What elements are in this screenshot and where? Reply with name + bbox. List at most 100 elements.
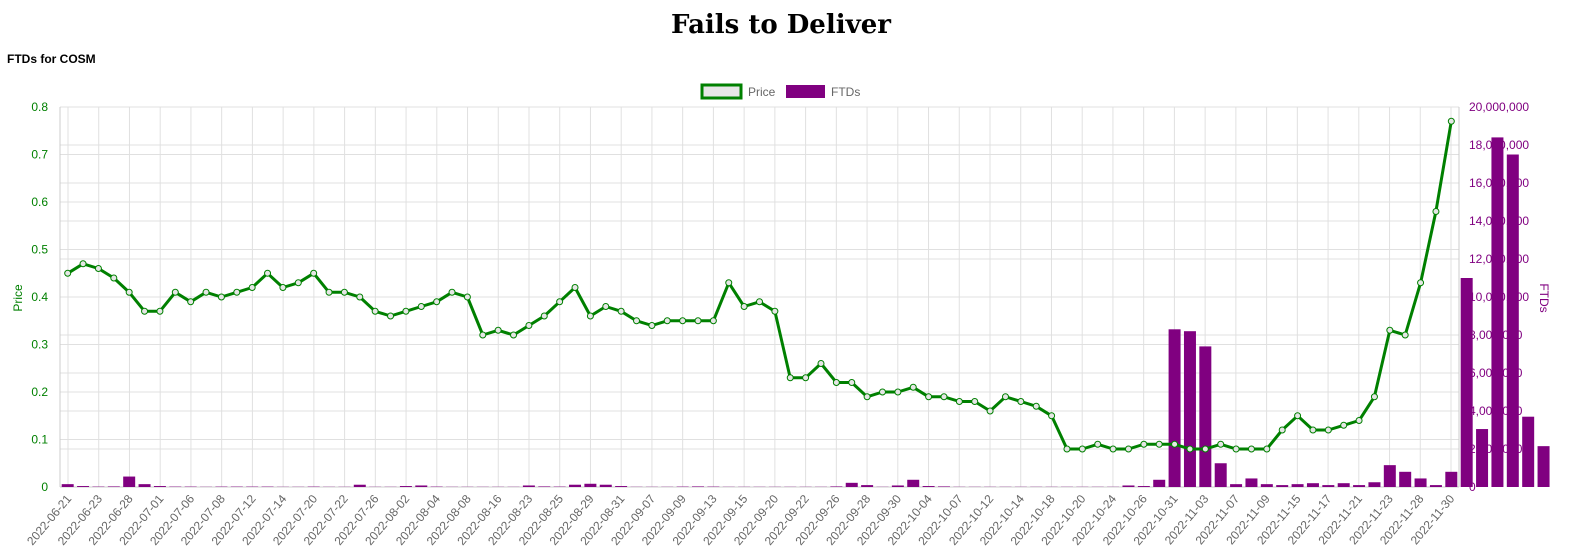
price-point: [878, 388, 886, 396]
price-point: [1140, 440, 1148, 448]
right-tick-label: 20,000,000: [1469, 100, 1529, 114]
price-point: [1417, 279, 1425, 287]
ftds-bar: [907, 479, 920, 487]
ftds-bar: [830, 486, 843, 487]
x-axis: 2022-06-212022-06-232022-06-282022-07-01…: [24, 492, 1457, 548]
ftds-bar: [538, 486, 551, 487]
price-point: [602, 303, 610, 310]
price-point: [817, 360, 825, 367]
ftds-bars: [61, 137, 1550, 487]
right-tick-label: 0: [1469, 480, 1476, 494]
ftds-bar: [1199, 346, 1212, 487]
chart-legend[interactable]: Price FTDs: [700, 83, 860, 100]
price-point: [1278, 426, 1286, 434]
ftds-bar: [1506, 154, 1519, 487]
price-point: [340, 288, 348, 296]
left-tick-label: 0.7: [31, 148, 48, 162]
price-point: [1155, 440, 1163, 448]
price-point: [248, 284, 256, 291]
ftds-bar: [1337, 483, 1350, 487]
price-point: [187, 298, 195, 306]
price-point: [1232, 445, 1240, 453]
price-point: [617, 307, 625, 315]
left-tick-label: 0.6: [31, 195, 48, 209]
price-point: [1001, 393, 1009, 401]
left-tick-label: 0.5: [31, 243, 48, 257]
price-point: [233, 288, 241, 296]
price-point: [633, 317, 641, 325]
ftds-bar: [399, 486, 412, 487]
price-point: [1032, 402, 1040, 410]
ftds-bar: [1306, 483, 1319, 487]
price-point: [1401, 331, 1409, 339]
ftds-bar: [1491, 137, 1504, 487]
price-point: [125, 288, 133, 296]
ftds-bar: [1122, 485, 1135, 487]
left-axis: 0 0.1 0.2 0.3 0.4 0.5 0.6 0.7 0.8: [31, 100, 48, 494]
ftds-bar: [1276, 485, 1289, 487]
right-tick-label: 4,000,000: [1469, 404, 1523, 418]
price-point: [586, 312, 594, 320]
price-point: [1294, 412, 1302, 420]
ftds-bar: [1322, 485, 1335, 487]
left-tick-label: 0.1: [31, 433, 48, 447]
price-point: [510, 331, 518, 339]
price-point: [1355, 417, 1363, 424]
price-point: [971, 398, 979, 405]
legend-price-label[interactable]: Price: [748, 85, 776, 99]
chart-subtitle: FTDs for COSM: [7, 52, 96, 66]
legend-price-swatch[interactable]: [700, 83, 743, 100]
price-point: [863, 393, 871, 401]
price-point: [79, 260, 87, 268]
price-point: [648, 322, 656, 329]
price-point: [141, 307, 149, 315]
price-point: [402, 307, 410, 315]
legend-ftds-label[interactable]: FTDs: [831, 85, 860, 99]
price-point: [540, 312, 548, 320]
price-point: [571, 284, 579, 291]
right-tick-label: 16,000,000: [1469, 176, 1529, 190]
price-point: [448, 288, 456, 296]
ftds-bar: [123, 476, 136, 487]
ftds-bar: [1291, 484, 1304, 487]
price-point: [1063, 445, 1071, 453]
ftds-bar: [615, 486, 628, 487]
price-point: [64, 269, 72, 277]
price-point: [694, 317, 702, 325]
ftds-bar: [861, 485, 874, 487]
price-point: [709, 317, 717, 325]
price-point: [725, 279, 733, 287]
price-point: [679, 317, 687, 325]
price-point: [279, 284, 287, 291]
ftds-bar: [1537, 446, 1550, 487]
price-point: [1124, 445, 1132, 453]
price-point: [1078, 445, 1086, 453]
ftds-bar: [891, 485, 904, 487]
price-point: [94, 265, 102, 272]
ftds-bar: [1230, 484, 1243, 487]
ftds-bar: [1460, 278, 1473, 487]
right-tick-label: 2,000,000: [1469, 442, 1523, 456]
ftds-bar: [692, 486, 705, 487]
price-point: [325, 288, 333, 296]
ftds-bar: [599, 484, 612, 487]
price-point: [433, 298, 441, 306]
ftds-bar: [1399, 471, 1412, 487]
price-point: [986, 407, 994, 415]
page-title: Fails to Deliver: [671, 10, 891, 40]
ftds-bar: [1445, 471, 1458, 487]
legend-ftds-swatch[interactable]: [786, 85, 825, 98]
ftds-bar: [353, 484, 366, 487]
price-point: [832, 379, 840, 386]
price-point: [786, 374, 794, 382]
price-point: [802, 374, 810, 382]
ftds-bar: [1183, 331, 1196, 487]
price-point: [1217, 440, 1225, 448]
price-point: [171, 288, 179, 296]
price-point: [1370, 393, 1378, 401]
price-point: [1186, 445, 1194, 453]
ftds-bar: [1245, 478, 1258, 487]
right-tick-label: 18,000,000: [1469, 138, 1529, 152]
right-tick-label: 10,000,000: [1469, 290, 1529, 304]
